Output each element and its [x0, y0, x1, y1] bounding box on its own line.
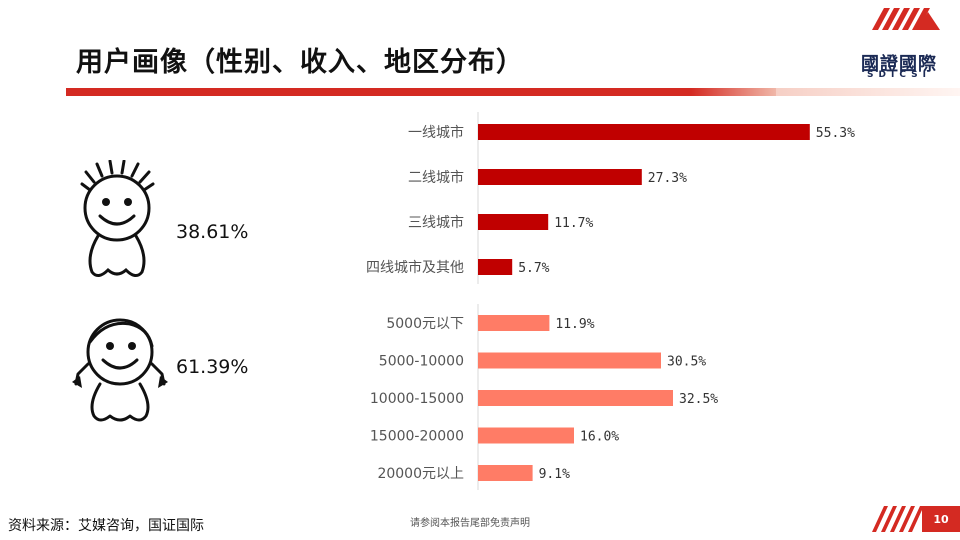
category-label-0-1: 二线城市	[408, 169, 464, 186]
male-percentage: 38.61%	[176, 221, 249, 243]
logo-subtitle: SDICSI	[867, 70, 931, 80]
title-underline-fade	[776, 88, 960, 96]
male-face-icon	[80, 160, 155, 277]
category-label-1-0: 5000元以下	[386, 316, 464, 332]
page-stripes-icon	[872, 506, 922, 532]
page-title: 用户画像（性别、收入、地区分布）	[76, 47, 524, 78]
bar-1-0	[478, 315, 550, 331]
category-label-1-2: 10000-15000	[370, 391, 464, 407]
category-label-1-3: 15000-20000	[370, 429, 464, 445]
bar-0-1	[478, 169, 642, 185]
value-label-0-3: 5.7%	[518, 261, 549, 276]
value-label-0-2: 11.7%	[554, 216, 593, 231]
source-note: 资料来源：艾媒咨询，国证国际	[8, 518, 204, 534]
bar-0-3	[478, 259, 513, 275]
value-label-1-1: 30.5%	[667, 355, 706, 370]
title-underline	[66, 88, 776, 96]
logo-name: 國證國際	[861, 54, 937, 75]
value-label-1-0: 11.9%	[555, 317, 594, 332]
category-label-0-0: 一线城市	[408, 124, 464, 141]
page-number: 10	[922, 506, 960, 532]
female-face-icon	[72, 318, 168, 422]
bar-1-2	[478, 390, 673, 406]
bar-1-4	[478, 465, 533, 481]
category-label-1-4: 20000元以上	[377, 466, 464, 482]
bar-0-2	[478, 214, 549, 230]
value-label-1-2: 32.5%	[679, 392, 718, 407]
bar-0-0	[478, 124, 810, 140]
value-label-1-3: 16.0%	[580, 430, 619, 445]
value-label-1-4: 9.1%	[539, 467, 570, 482]
company-logo-icon	[872, 8, 940, 30]
value-label-0-1: 27.3%	[648, 171, 687, 186]
female-percentage: 61.39%	[176, 356, 249, 378]
bar-1-3	[478, 427, 574, 444]
category-label-1-1: 5000-10000	[379, 354, 464, 370]
bar-1-1	[478, 352, 661, 369]
disclaimer-note: 请参阅本报告尾部免责声明	[410, 518, 530, 529]
category-label-0-2: 三线城市	[408, 214, 464, 231]
category-label-0-3: 四线城市及其他	[366, 259, 464, 276]
value-label-0-0: 55.3%	[816, 126, 855, 141]
